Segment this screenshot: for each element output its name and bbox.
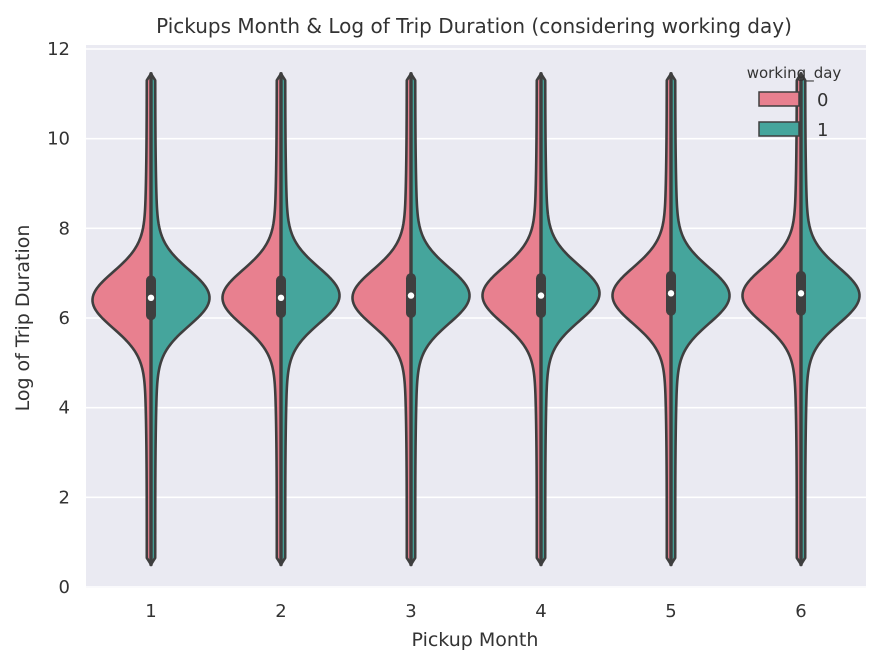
violin-month-6 [741, 71, 861, 567]
violin-half-month-5-working-day-0 [611, 72, 673, 566]
y-tick-label-0: 0 [59, 577, 70, 598]
y-axis-ticks: 0 2 4 6 8 10 12 [47, 39, 70, 598]
violin-half-month-6-working-day-1 [799, 72, 861, 566]
median-point-month-1 [147, 294, 155, 302]
x-tick-label-5: 5 [665, 601, 676, 622]
legend-label-working-day-1: 1 [817, 120, 828, 141]
legend-swatch-working-day-0 [758, 91, 800, 107]
violin-half-month-5-working-day-1 [669, 72, 731, 566]
violin-month-4 [481, 71, 601, 567]
violin-month-1 [91, 71, 211, 567]
x-tick-label-2: 2 [275, 601, 286, 622]
y-axis-label: Log of Trip Duration [12, 225, 34, 412]
violin-half-month-1-working-day-1 [149, 72, 211, 566]
x-tick-label-3: 3 [405, 601, 416, 622]
x-axis-label: Pickup Month [412, 629, 539, 651]
legend-title: working_day [747, 64, 842, 83]
violin-month-3 [351, 71, 471, 567]
x-axis-ticks: 1 2 3 4 5 6 [145, 601, 806, 622]
violin-half-month-2-working-day-0 [221, 72, 283, 566]
median-point-month-4 [537, 292, 545, 299]
median-point-month-2 [277, 294, 285, 302]
median-point-month-5 [667, 290, 675, 297]
legend-label-working-day-0: 0 [817, 90, 828, 111]
legend: working_day 0 1 [747, 64, 842, 141]
median-point-month-6 [797, 290, 805, 297]
x-tick-label-1: 1 [145, 601, 156, 622]
violin-half-month-1-working-day-0 [91, 72, 153, 566]
y-tick-label-12: 12 [47, 39, 70, 60]
violin-half-month-3-working-day-0 [351, 72, 413, 566]
y-tick-label-2: 2 [59, 487, 70, 508]
violin-half-month-2-working-day-1 [279, 72, 341, 566]
legend-swatch-working-day-1 [758, 121, 800, 137]
x-tick-label-4: 4 [535, 601, 546, 622]
y-tick-label-8: 8 [59, 218, 70, 239]
x-tick-label-6: 6 [795, 601, 806, 622]
chart-title: Pickups Month & Log of Trip Duration (co… [156, 14, 792, 38]
violin-half-month-4-working-day-0 [481, 72, 543, 566]
violins [91, 71, 861, 567]
grid-lines [86, 48, 866, 588]
violin-half-month-6-working-day-0 [741, 72, 803, 566]
plot-area [86, 45, 866, 588]
violin-month-5 [611, 71, 731, 567]
y-tick-label-4: 4 [59, 398, 70, 419]
violin-month-2 [221, 71, 341, 567]
median-point-month-3 [407, 292, 415, 299]
violin-half-month-3-working-day-1 [409, 72, 471, 566]
violin-half-month-4-working-day-1 [539, 72, 601, 566]
y-tick-label-6: 6 [59, 308, 70, 329]
y-tick-label-10: 10 [47, 129, 70, 150]
